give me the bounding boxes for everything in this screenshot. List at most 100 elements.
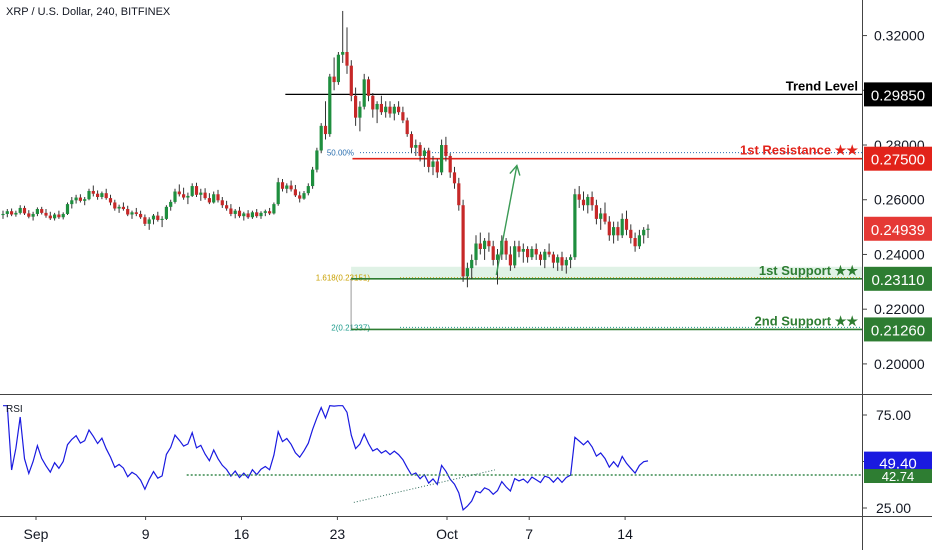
candle-body	[440, 145, 444, 173]
candle-body	[293, 189, 297, 196]
candle-body	[629, 229, 633, 239]
candle-body	[444, 145, 448, 156]
candle-body	[212, 194, 216, 203]
candle-body	[194, 186, 199, 195]
candle-body	[14, 212, 18, 215]
candle-body	[564, 259, 568, 266]
level-price-label: 0.29850	[871, 87, 925, 104]
candle-body	[336, 54, 340, 83]
level-price-box	[864, 266, 932, 291]
level-name: 1st Resistance ★★	[740, 143, 858, 158]
rsi-title: RSI	[6, 404, 23, 415]
candle-body	[513, 246, 517, 266]
projection-arrow-line	[495, 165, 518, 276]
candle-body	[1, 213, 5, 216]
candle-body	[237, 210, 242, 217]
candle-body	[431, 161, 435, 167]
candle-body	[409, 134, 414, 148]
candle-body	[586, 197, 590, 206]
candle-body	[534, 248, 538, 255]
candle-body	[517, 246, 521, 252]
candle-body	[203, 192, 207, 199]
projection-arrow-head	[509, 164, 521, 176]
candle-body	[65, 204, 70, 214]
candle-body	[422, 150, 426, 156]
candle-body	[250, 212, 254, 218]
candle-body	[276, 182, 280, 205]
candle-body	[190, 186, 194, 196]
rsi-tick-label: 25.00	[876, 500, 911, 516]
price-tick-label: 0.32000	[874, 28, 925, 44]
candle-body	[538, 254, 543, 260]
candle-body	[87, 190, 91, 200]
level-price-box	[864, 146, 932, 171]
candle-body	[384, 106, 388, 113]
candle-body	[637, 235, 641, 247]
level-price-box	[864, 317, 932, 342]
rsi-current-box	[864, 451, 932, 474]
candle-body	[332, 76, 336, 83]
candle-body	[354, 95, 358, 118]
candle-body	[599, 213, 603, 219]
candle-body	[113, 202, 117, 209]
candle-body	[487, 240, 491, 247]
candle-body	[139, 213, 143, 218]
candle-body	[216, 194, 220, 201]
candle-body	[91, 190, 95, 194]
price-tick-label: 0.22000	[874, 301, 925, 317]
candle-body	[44, 212, 48, 216]
candle-body	[169, 201, 173, 207]
candle-body	[530, 248, 534, 258]
candle-body	[470, 259, 474, 269]
candle-body	[418, 145, 422, 156]
candle-body	[427, 150, 431, 167]
candle-body	[121, 206, 125, 210]
candle-body	[573, 194, 577, 258]
candle-body	[341, 51, 345, 55]
candle-body	[448, 155, 452, 173]
candle-body	[246, 213, 250, 218]
candle-body	[319, 125, 323, 151]
candle-body	[5, 211, 9, 214]
rsi-pane	[3, 405, 862, 512]
fib-level-label: 50.00%	[327, 149, 354, 158]
candle-body	[31, 213, 35, 217]
support-zone-box	[351, 266, 862, 280]
time-tick-label: Sep	[24, 526, 49, 542]
candle-body	[405, 120, 409, 135]
candle-body	[272, 204, 276, 214]
candle-body	[255, 212, 259, 217]
candle-body	[70, 200, 74, 205]
price-tick-label: 0.26000	[874, 192, 925, 208]
candle-body	[10, 211, 14, 215]
level-price-box	[864, 82, 932, 107]
candle-body	[117, 206, 121, 209]
candle-body	[577, 194, 581, 200]
candle-body	[268, 211, 272, 214]
time-tick-label: 23	[330, 526, 346, 542]
candle-body	[362, 79, 366, 107]
candle-body	[642, 229, 646, 236]
candle-body	[526, 248, 530, 258]
candle-body	[624, 218, 629, 230]
candle-body	[177, 191, 181, 195]
rsi-level-box	[864, 469, 932, 484]
candle-body	[504, 240, 508, 255]
level-name: Trend Level	[786, 78, 858, 93]
candle-body	[616, 227, 620, 236]
candle-body	[612, 227, 616, 236]
rsi-level-label: 42.74	[882, 469, 915, 484]
candle-body	[590, 197, 594, 206]
candle-body	[306, 186, 310, 194]
candle-body	[134, 212, 138, 214]
candle-body	[508, 254, 512, 266]
candles	[1, 10, 650, 288]
price-tick-label: 0.24000	[874, 246, 925, 262]
time-tick-label: 14	[617, 526, 633, 542]
level-price-label: 0.21260	[871, 322, 925, 339]
time-tick-label: 16	[234, 526, 250, 542]
candle-body	[160, 218, 164, 220]
candle-body	[315, 150, 319, 170]
